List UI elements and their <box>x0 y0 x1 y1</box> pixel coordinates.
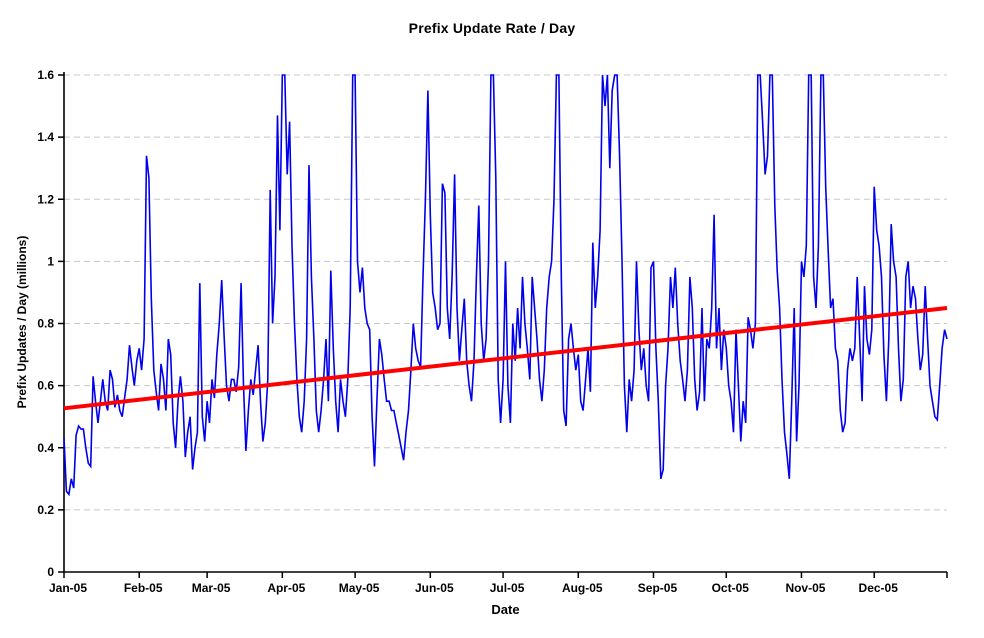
y-tick-label: 0.4 <box>37 441 54 455</box>
x-tick-label: May-05 <box>339 581 380 595</box>
x-tick-label: Dec-05 <box>859 581 899 595</box>
x-tick-label: Feb-05 <box>124 581 163 595</box>
y-tick-label: 1.2 <box>37 192 54 206</box>
x-tick-label: Jun-05 <box>415 581 454 595</box>
x-tick-label: Nov-05 <box>785 581 825 595</box>
chart-title: Prefix Update Rate / Day <box>408 20 576 36</box>
daily-series-line <box>63 74 948 497</box>
x-tick-label: Apr-05 <box>267 581 305 595</box>
x-tick-label: Sep-05 <box>638 581 678 595</box>
y-tick-label: 0.6 <box>37 379 54 393</box>
y-tick-label: 0 <box>47 565 54 579</box>
x-tick-label: Oct-05 <box>712 581 750 595</box>
y-tick-label: 1.4 <box>37 130 54 144</box>
x-tick-label: Jan-05 <box>49 581 87 595</box>
x-axis-title: Date <box>491 602 520 617</box>
x-tick-label: Jul-05 <box>490 581 525 595</box>
y-tick-label: 1 <box>47 254 54 268</box>
x-tick-label: Aug-05 <box>562 581 603 595</box>
y-tick-label: 0.2 <box>37 503 54 517</box>
y-tick-label: 1.6 <box>37 68 54 82</box>
trend-line <box>63 306 948 411</box>
x-tick-label: Mar-05 <box>192 581 231 595</box>
y-tick-label: 0.8 <box>37 317 54 331</box>
